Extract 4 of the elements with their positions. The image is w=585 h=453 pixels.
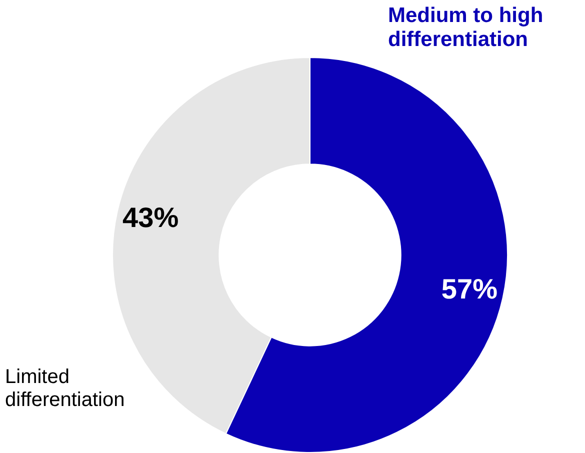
- slice-label: Medium to high differentiation: [388, 4, 544, 52]
- data-label: 43%: [122, 202, 179, 234]
- slice-label: Limited differentiation: [5, 366, 126, 412]
- data-label: 57%: [441, 273, 498, 304]
